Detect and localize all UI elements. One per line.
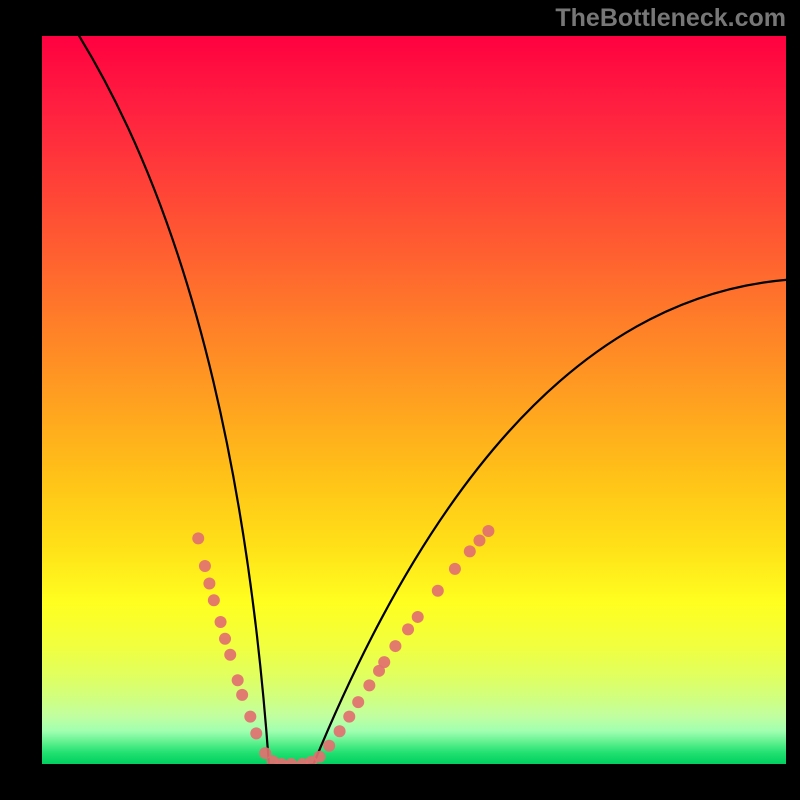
curve-marker — [224, 649, 236, 661]
curve-marker — [199, 560, 211, 572]
curve-marker — [343, 711, 355, 723]
curve-marker — [215, 616, 227, 628]
curve-marker — [323, 740, 335, 752]
watermark-text: TheBottleneck.com — [555, 4, 786, 33]
gradient-background — [42, 36, 786, 764]
curve-marker — [203, 577, 215, 589]
curve-marker — [464, 545, 476, 557]
curve-marker — [402, 623, 414, 635]
curve-marker — [232, 674, 244, 686]
v-curve-chart — [42, 36, 786, 764]
curve-marker — [192, 532, 204, 544]
curve-marker — [378, 656, 390, 668]
curve-marker — [314, 751, 326, 763]
curve-marker — [482, 525, 494, 537]
curve-marker — [244, 711, 256, 723]
curve-marker — [250, 727, 262, 739]
curve-marker — [389, 640, 401, 652]
curve-marker — [412, 611, 424, 623]
curve-marker — [473, 535, 485, 547]
curve-marker — [236, 689, 248, 701]
curve-marker — [432, 585, 444, 597]
curve-marker — [219, 633, 231, 645]
curve-marker — [334, 725, 346, 737]
curve-marker — [208, 594, 220, 606]
curve-marker — [363, 679, 375, 691]
curve-marker — [352, 696, 364, 708]
chart-container: TheBottleneck.com — [0, 0, 800, 800]
curve-marker — [449, 563, 461, 575]
